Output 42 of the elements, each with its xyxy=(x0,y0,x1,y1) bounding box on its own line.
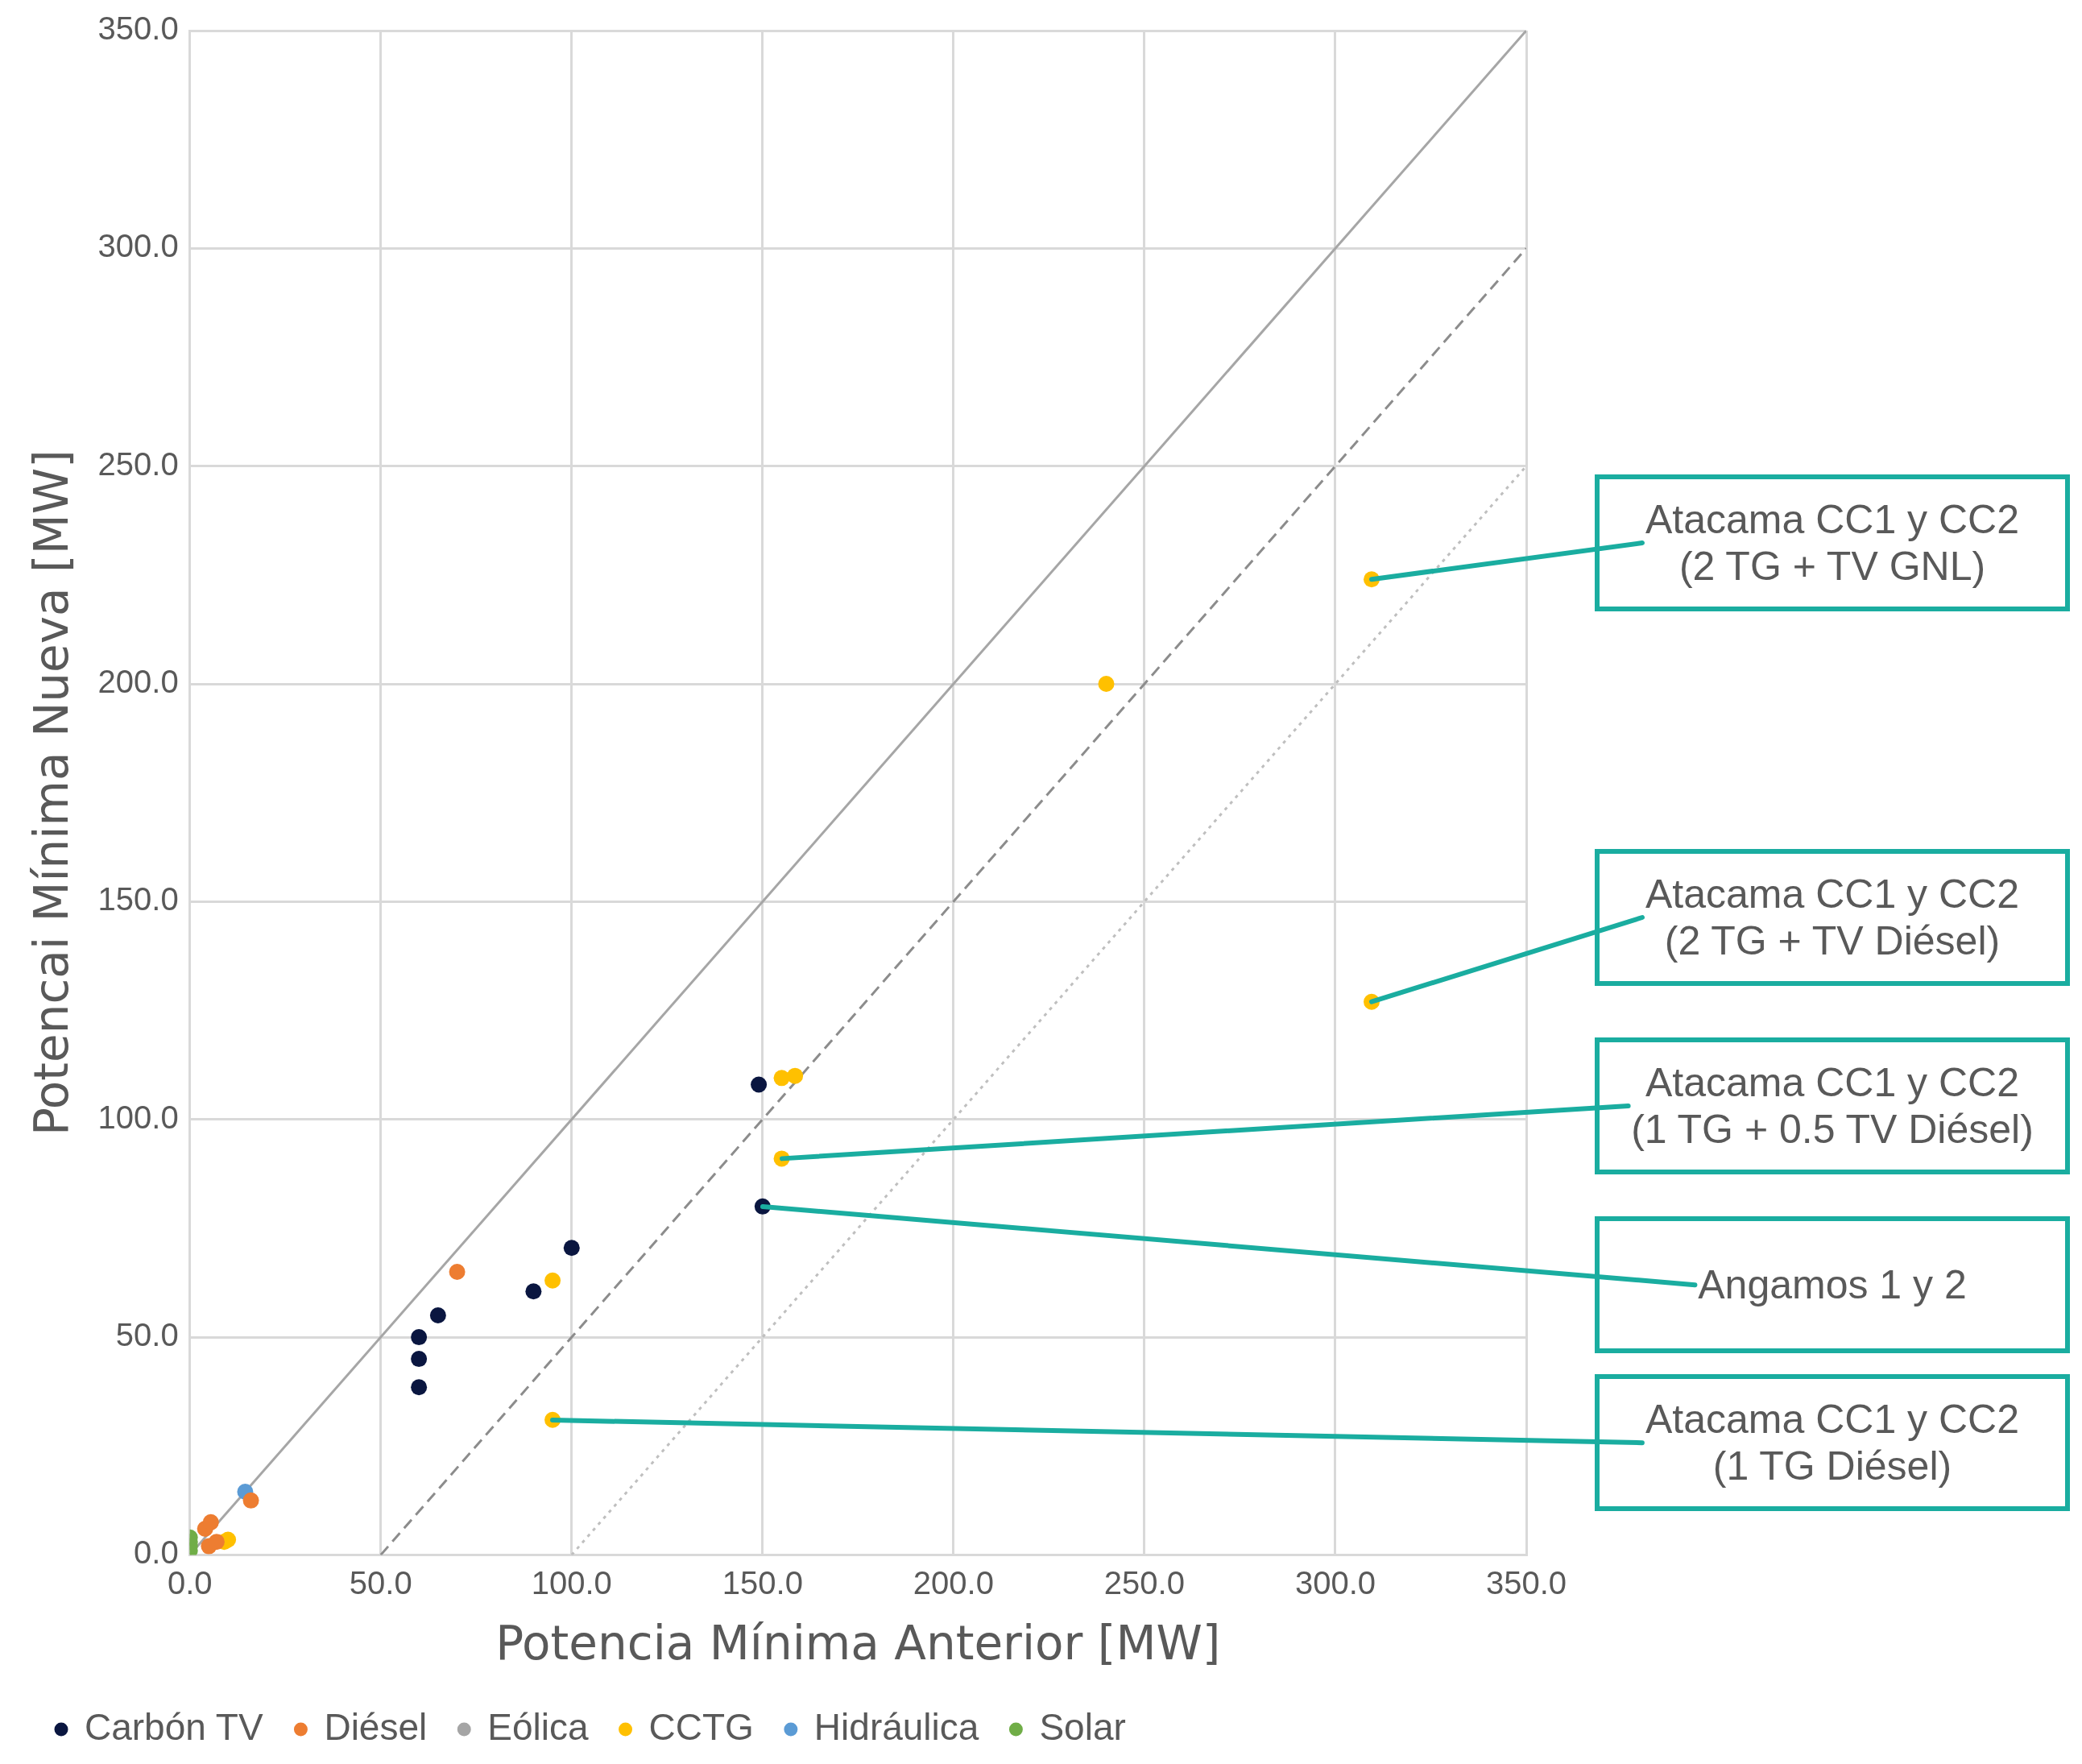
x-tick-label: 150.0 xyxy=(722,1565,803,1601)
annotation: Atacama CC1 y CC2 (2 TG + TV GNL) xyxy=(1645,496,2020,590)
point xyxy=(1098,676,1115,693)
point xyxy=(208,1534,225,1551)
x-tick-label: 300.0 xyxy=(1294,1565,1376,1601)
point xyxy=(411,1329,428,1346)
x-tick-label: 100.0 xyxy=(531,1565,612,1601)
point xyxy=(563,1240,580,1257)
legend-label: Eólica xyxy=(487,1705,589,1748)
x-tick-label: 50.0 xyxy=(349,1565,412,1601)
x-tick-label: 250.0 xyxy=(1103,1565,1185,1601)
y-axis-title: Potencai Mínima Nueva [MW] xyxy=(23,449,79,1137)
y-tick-label: 250.0 xyxy=(97,445,179,482)
point xyxy=(449,1263,466,1280)
point xyxy=(525,1283,542,1300)
point xyxy=(242,1492,259,1509)
legend-label: Diésel xyxy=(324,1705,428,1748)
legend-label: Hidráulica xyxy=(813,1705,979,1748)
annotation: Atacama CC1 y CC2 (1 TG + 0.5 TV Diésel) xyxy=(1631,1059,2034,1153)
point xyxy=(429,1307,446,1324)
x-axis-title: Potencia Mínima Anterior [MW] xyxy=(495,1616,1221,1671)
y-tick-label: 350.0 xyxy=(97,10,179,47)
annotation: Atacama CC1 y CC2 (1 TG Diésel) xyxy=(1645,1396,2020,1489)
point xyxy=(773,1070,790,1087)
point xyxy=(544,1272,561,1289)
x-tick-label: 350.0 xyxy=(1485,1565,1567,1601)
y-tick-label: 300.0 xyxy=(97,228,179,264)
y-tick-label: 150.0 xyxy=(97,881,179,917)
annotation: Atacama CC1 y CC2 (2 TG + TV Diésel) xyxy=(1645,871,2020,964)
y-tick-label: 100.0 xyxy=(97,1099,179,1135)
point xyxy=(787,1067,804,1084)
legend-label: Carbón TV xyxy=(85,1705,263,1748)
y-tick-label: 50.0 xyxy=(115,1317,179,1353)
legend-label: Solar xyxy=(1039,1705,1126,1748)
point xyxy=(202,1513,219,1530)
annotation: Angamos 1 y 2 xyxy=(1698,1261,1967,1308)
point xyxy=(751,1076,768,1093)
legend-label: CCTG xyxy=(648,1705,754,1748)
point xyxy=(411,1351,428,1368)
y-tick-label: 200.0 xyxy=(97,664,179,700)
x-tick-label: 200.0 xyxy=(913,1565,994,1601)
point xyxy=(411,1379,428,1396)
